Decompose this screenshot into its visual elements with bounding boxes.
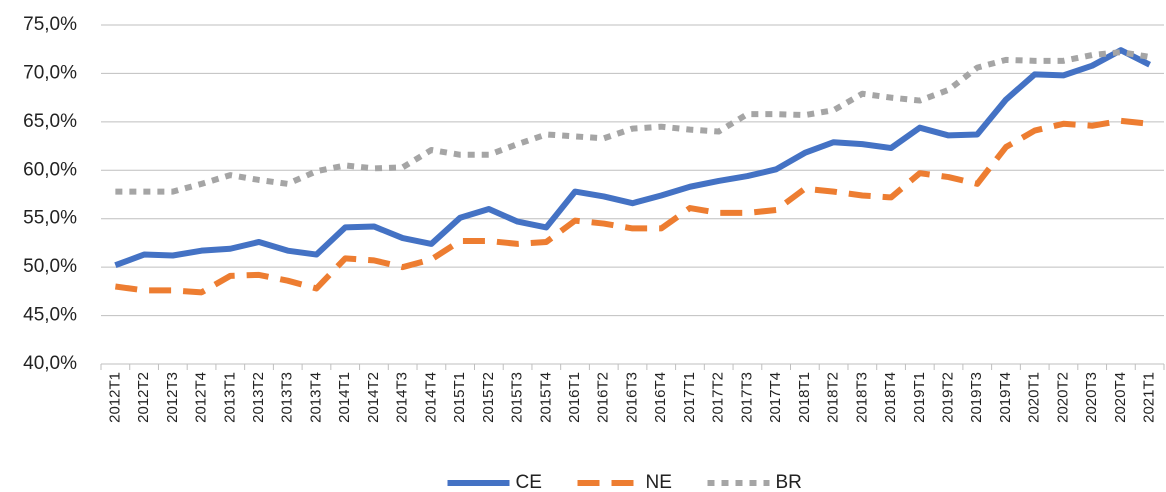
legend-label: NE: [646, 472, 672, 492]
y-tick-label: 40,0%: [23, 353, 77, 374]
y-tick-label: 70,0%: [23, 62, 77, 83]
y-tick-label: 55,0%: [23, 208, 77, 229]
x-tick-label: 2012T1: [106, 372, 123, 423]
x-tick-label: 2019T1: [911, 372, 928, 423]
x-tick-label: 2014T4: [422, 372, 439, 423]
x-tick-label: 2013T2: [250, 372, 267, 423]
x-tick-label: 2019T2: [939, 372, 956, 423]
x-tick-label: 2012T3: [164, 372, 181, 423]
x-tick-label: 2016T1: [566, 372, 583, 423]
x-tick-label: 2012T2: [135, 372, 152, 423]
legend-label: BR: [776, 472, 802, 492]
x-tick-label: 2017T3: [738, 372, 755, 423]
x-tick-label: 2016T3: [623, 372, 640, 423]
x-tick-label: 2017T4: [767, 372, 784, 423]
y-tick-label: 75,0%: [23, 14, 77, 35]
legend-label: CE: [516, 472, 542, 492]
y-tick-label: 45,0%: [23, 305, 77, 326]
x-tick-label: 2018T1: [796, 372, 813, 423]
x-tick-label: 2017T1: [681, 372, 698, 423]
x-tick-label: 2019T4: [997, 372, 1014, 423]
x-tick-label: 2018T4: [882, 372, 899, 423]
x-tick-label: 2021T1: [1141, 372, 1158, 423]
x-tick-label: 2015T2: [480, 372, 497, 423]
x-tick-label: 2017T2: [710, 372, 727, 423]
series-line: [115, 49, 1151, 195]
series-line: [114, 117, 1150, 296]
x-tick-label: 2020T1: [1026, 372, 1043, 423]
y-tick-label: 65,0%: [23, 111, 77, 132]
y-tick-label: 50,0%: [23, 256, 77, 277]
x-tick-label: 2018T2: [825, 372, 842, 423]
y-tick-label: 60,0%: [23, 159, 77, 180]
x-tick-label: 2014T2: [365, 372, 382, 423]
x-tick-label: 2015T1: [451, 372, 468, 423]
x-tick-label: 2019T3: [968, 372, 985, 423]
x-tick-label: 2013T3: [279, 372, 296, 423]
x-tick-label: 2012T4: [193, 372, 210, 423]
x-tick-label: 2018T3: [853, 372, 870, 423]
x-tick-label: 2015T4: [537, 372, 554, 423]
x-tick-label: 2014T3: [394, 372, 411, 423]
x-tick-label: 2020T3: [1083, 372, 1100, 423]
series-line: [114, 47, 1151, 269]
x-tick-label: 2013T4: [307, 372, 324, 423]
x-tick-label: 2020T4: [1112, 372, 1129, 423]
x-tick-label: 2014T1: [336, 372, 353, 423]
x-tick-label: 2016T4: [652, 372, 669, 423]
x-tick-label: 2020T2: [1054, 372, 1071, 423]
x-tick-label: 2016T2: [595, 372, 612, 423]
x-tick-label: 2015T3: [509, 372, 526, 423]
x-tick-label: 2013T1: [221, 372, 238, 423]
